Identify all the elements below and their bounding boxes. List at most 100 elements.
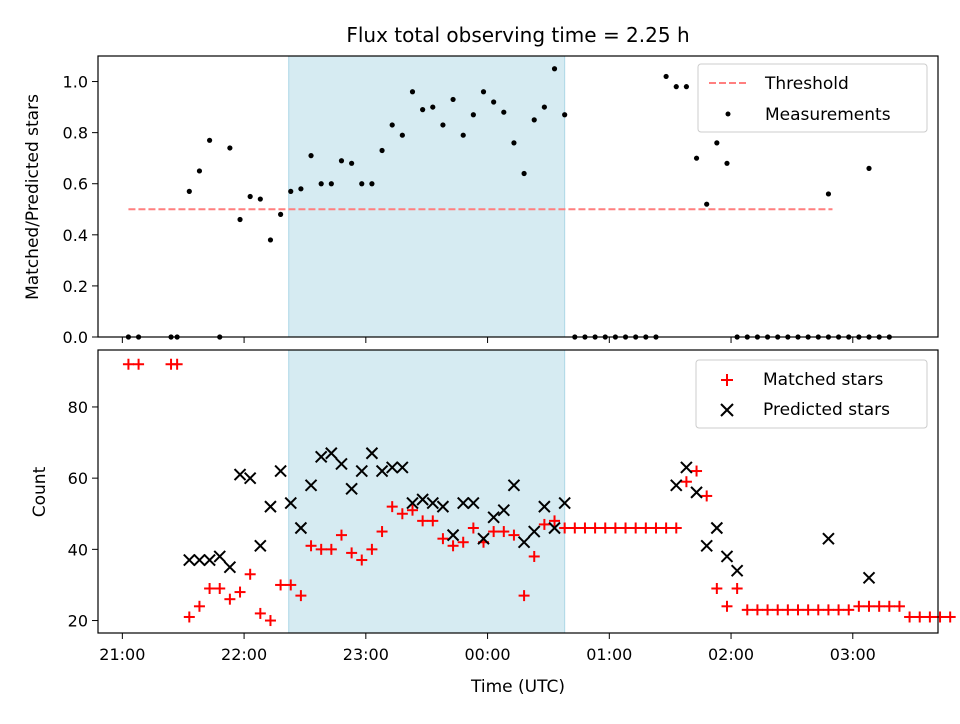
measurement-point	[308, 153, 314, 159]
measurement-point	[186, 188, 192, 194]
predicted-stars-point	[446, 528, 460, 542]
matched-stars-point	[366, 543, 378, 555]
measurement-point	[349, 160, 355, 166]
predicted-stars-point	[467, 496, 480, 510]
top-y-axis-label: Matched/Predicted stars	[23, 94, 43, 300]
predicted-stars-point	[680, 461, 693, 474]
bottom-y-axis-label: Count	[30, 466, 50, 517]
predicted-stars-point	[436, 500, 450, 513]
matched-stars-point	[741, 604, 753, 616]
matched-stars-point	[305, 540, 317, 552]
measurement-point	[328, 181, 334, 187]
predicted-stars-point	[670, 479, 683, 492]
measurement-point	[267, 237, 274, 243]
matched-stars-point	[883, 600, 895, 612]
measurement-point	[196, 168, 203, 174]
bottom-panel: 20 40 60 80 21:00 22:00 23:00 00:00 01:00 02:00 03…	[30, 349, 956, 697]
bottom-marks	[122, 358, 956, 627]
predicted-stars-point	[528, 525, 541, 538]
matched-stars-point	[122, 358, 134, 370]
predicted-stars-point	[345, 482, 358, 496]
predicted-stars-point	[396, 461, 409, 474]
measurement-point	[491, 99, 497, 105]
top-y-tick-label: 0.2	[63, 277, 88, 296]
predicted-stars-point	[558, 496, 571, 510]
legend-predicted-swatch	[720, 403, 734, 417]
predicted-stars-point	[862, 571, 876, 585]
matched-stars-point	[701, 490, 713, 502]
matched-stars-point	[386, 501, 398, 513]
predicted-stars-point	[375, 464, 389, 478]
measurement-point	[704, 201, 710, 207]
measurement-point	[440, 122, 446, 128]
matched-stars-point	[944, 611, 956, 623]
matched-stars-point	[792, 604, 804, 616]
measurement-point	[237, 216, 243, 223]
measurement-point	[562, 112, 568, 118]
predicted-stars-point	[264, 500, 277, 513]
bottom-x-tick-label: 23:00	[343, 645, 389, 664]
matched-stars-point	[447, 540, 459, 552]
matched-stars-point	[559, 522, 571, 534]
matched-stars-point	[630, 522, 642, 534]
bottom-y-tick-label: 20	[68, 612, 88, 631]
matched-stars-point	[376, 526, 388, 538]
bottom-axes: 20 40 60 80 21:00 22:00 23:00 00:00 01:00 02:00 03…	[68, 398, 876, 664]
measurement-point	[673, 84, 679, 90]
bottom-x-tick-label: 22:00	[221, 645, 267, 664]
predicted-stars-point	[497, 503, 511, 517]
measurement-point	[450, 96, 456, 103]
predicted-stars-point	[690, 486, 703, 499]
predicted-stars-point	[254, 539, 267, 552]
matched-stars-point	[731, 583, 743, 595]
predicted-stars-point	[548, 521, 561, 535]
top-shaded-span	[288, 55, 566, 338]
matched-stars-point	[762, 604, 774, 616]
matched-stars-point	[204, 583, 216, 595]
measurement-point	[693, 155, 700, 161]
top-y-tick-label: 0.6	[63, 175, 88, 194]
bottom-x-tick-label: 01:00	[586, 645, 632, 664]
predicted-stars-point	[507, 479, 521, 492]
matched-stars-point	[579, 522, 591, 534]
matched-stars-point	[264, 615, 276, 627]
matched-stars-point	[620, 522, 632, 534]
measurement-point	[663, 73, 669, 80]
bottom-x-axis-label: Time (UTC)	[470, 677, 565, 697]
top-legend: Threshold Measurements	[697, 63, 928, 133]
legend-measurements-swatch	[725, 111, 731, 117]
measurement-point	[247, 193, 253, 200]
bottom-legend: Matched stars Predicted stars	[695, 359, 928, 429]
matched-stars-point	[457, 536, 469, 548]
predicted-stars-point	[538, 500, 551, 513]
matched-stars-point	[812, 604, 824, 616]
measurement-point	[379, 147, 385, 154]
matched-stars-point	[518, 590, 530, 602]
measurement-point	[318, 181, 324, 187]
bottom-legend-box	[695, 359, 928, 429]
legend-measurements-label: Measurements	[765, 105, 891, 125]
predicted-stars-point	[416, 493, 429, 506]
measurement-point	[257, 196, 263, 202]
matched-stars-point	[822, 604, 834, 616]
measurement-point	[470, 112, 476, 118]
matched-stars-point	[214, 583, 226, 595]
top-y-tick-label: 0.0	[63, 328, 88, 347]
matched-stars-point	[589, 522, 601, 534]
measurement-point	[511, 140, 517, 146]
top-panel: Flux total observing time = 2.25 h 0.00.…	[23, 23, 939, 347]
top-y-tick-label: 0.4	[63, 226, 88, 245]
matched-stars-point	[721, 600, 733, 612]
measurement-point	[338, 158, 345, 164]
matched-stars-point	[934, 611, 946, 623]
predicted-stars-point	[213, 550, 226, 563]
predicted-stars-point	[335, 457, 348, 471]
predicted-stars-point	[457, 496, 470, 510]
predicted-stars-point	[710, 521, 724, 535]
matched-stars-point	[406, 504, 418, 516]
legend-threshold-label: Threshold	[764, 74, 849, 94]
matched-stars-point	[193, 600, 205, 612]
matched-stars-point	[171, 358, 183, 370]
predicted-stars-point	[487, 511, 500, 524]
predicted-stars-point	[243, 471, 257, 485]
